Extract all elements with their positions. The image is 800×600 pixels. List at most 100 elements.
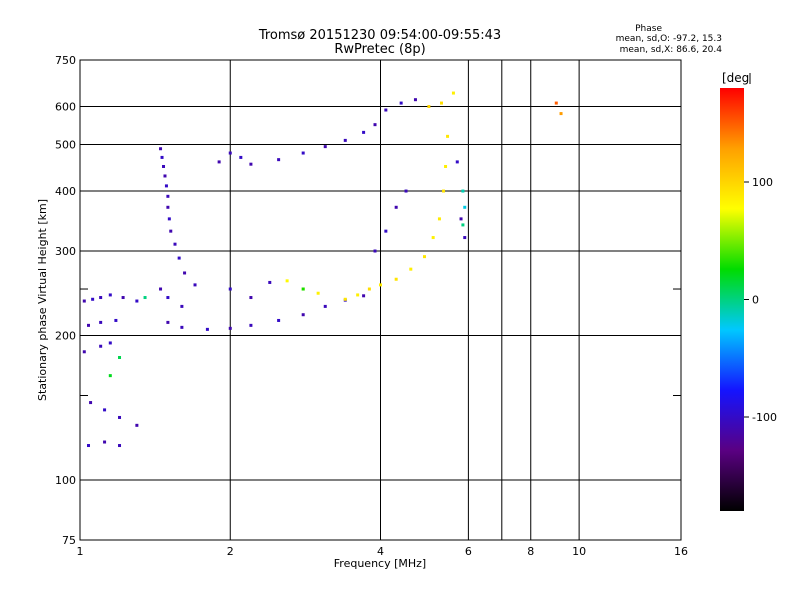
data-point xyxy=(362,294,366,298)
data-point xyxy=(87,444,91,448)
data-point xyxy=(343,297,347,301)
x-tick-label: 6 xyxy=(465,545,472,558)
x-tick-label: 4 xyxy=(377,545,384,558)
data-point xyxy=(118,415,122,419)
data-point xyxy=(249,323,253,327)
data-point xyxy=(180,325,184,329)
data-point xyxy=(442,189,446,193)
data-point xyxy=(82,299,86,303)
data-point xyxy=(91,297,95,301)
data-point xyxy=(228,287,232,291)
colorbar-unit-label: [deg xyxy=(722,71,749,85)
data-point xyxy=(431,236,435,240)
data-point xyxy=(461,189,465,193)
data-point xyxy=(268,280,272,284)
data-point xyxy=(166,296,170,300)
data-point xyxy=(108,341,112,345)
data-point xyxy=(249,296,253,300)
data-point xyxy=(301,287,305,291)
data-point xyxy=(114,318,118,322)
data-point xyxy=(356,293,360,297)
x-tick-label: 2 xyxy=(227,545,234,558)
data-point xyxy=(427,105,431,109)
data-point xyxy=(205,327,209,331)
y-tick-label: 75 xyxy=(62,534,76,547)
data-point xyxy=(162,164,166,168)
colorbar xyxy=(720,88,744,511)
data-point xyxy=(99,296,103,300)
chart-subtitle: RwPretec (8p) xyxy=(334,42,425,57)
colorbar-tick-label: 0 xyxy=(752,294,759,307)
data-point xyxy=(99,320,103,324)
y-tick-label: 100 xyxy=(55,474,76,487)
data-point xyxy=(440,101,444,105)
y-tick-label: 400 xyxy=(55,185,76,198)
data-point xyxy=(301,313,305,317)
data-point xyxy=(277,158,281,162)
data-point xyxy=(135,299,139,303)
data-point xyxy=(87,323,91,327)
data-point xyxy=(82,350,86,354)
data-point xyxy=(413,98,417,102)
phase-stats-x: mean, sd,X: 86.6, 20.4 xyxy=(620,45,723,55)
data-point xyxy=(121,296,125,300)
data-point xyxy=(164,184,168,188)
data-point xyxy=(384,229,388,233)
data-point xyxy=(451,91,455,95)
data-point xyxy=(159,287,163,291)
y-tick-labels: 75 100 200 300 400 500 600 750 xyxy=(55,54,76,547)
data-point xyxy=(343,138,347,142)
y-tick-label: 750 xyxy=(55,54,76,67)
phase-stats-o: mean, sd,O: -97.2, 15.3 xyxy=(616,34,722,44)
data-point xyxy=(394,277,398,281)
data-point xyxy=(373,249,377,253)
y-tick-label: 500 xyxy=(55,139,76,152)
data-point xyxy=(444,164,448,168)
data-point xyxy=(394,205,398,209)
data-point xyxy=(559,112,563,116)
data-point xyxy=(108,374,112,378)
data-point xyxy=(177,256,181,260)
plot-frame xyxy=(79,59,682,541)
data-point xyxy=(239,155,243,159)
data-point xyxy=(301,151,305,155)
data-point xyxy=(103,440,107,444)
data-point xyxy=(373,123,377,127)
data-point xyxy=(163,174,167,178)
data-point xyxy=(367,287,371,291)
data-point xyxy=(118,355,122,359)
data-point xyxy=(118,444,122,448)
y-tick-label: 600 xyxy=(55,101,76,114)
data-point xyxy=(422,255,426,259)
data-point xyxy=(173,242,177,246)
data-point xyxy=(180,304,184,308)
data-point xyxy=(167,217,171,221)
colorbar-tick-label: 100 xyxy=(752,176,773,189)
data-point xyxy=(108,293,112,297)
data-point xyxy=(166,194,170,198)
data-point xyxy=(323,304,327,308)
data-point xyxy=(362,130,366,134)
data-point xyxy=(404,189,408,193)
data-point xyxy=(193,283,197,287)
data-point xyxy=(379,283,382,287)
data-point xyxy=(166,320,170,324)
data-point xyxy=(409,267,413,271)
data-point xyxy=(446,134,450,138)
x-tick-label: 1 xyxy=(77,545,84,558)
data-point xyxy=(228,151,232,155)
data-point xyxy=(316,291,320,295)
data-point xyxy=(103,408,107,412)
x-tick-label: 16 xyxy=(674,545,688,558)
phase-stats-heading: Phase xyxy=(635,24,662,34)
data-point xyxy=(384,108,388,112)
grid-lines xyxy=(79,59,682,541)
chart-title: Tromsø 20151230 09:54:00-09:55:43 xyxy=(258,28,501,43)
data-point xyxy=(89,401,93,405)
data-point xyxy=(455,160,459,164)
data-point xyxy=(554,101,558,105)
colorbar-ticks: 100 0 -100 xyxy=(744,176,777,424)
data-point xyxy=(463,205,467,209)
data-point xyxy=(277,318,281,322)
